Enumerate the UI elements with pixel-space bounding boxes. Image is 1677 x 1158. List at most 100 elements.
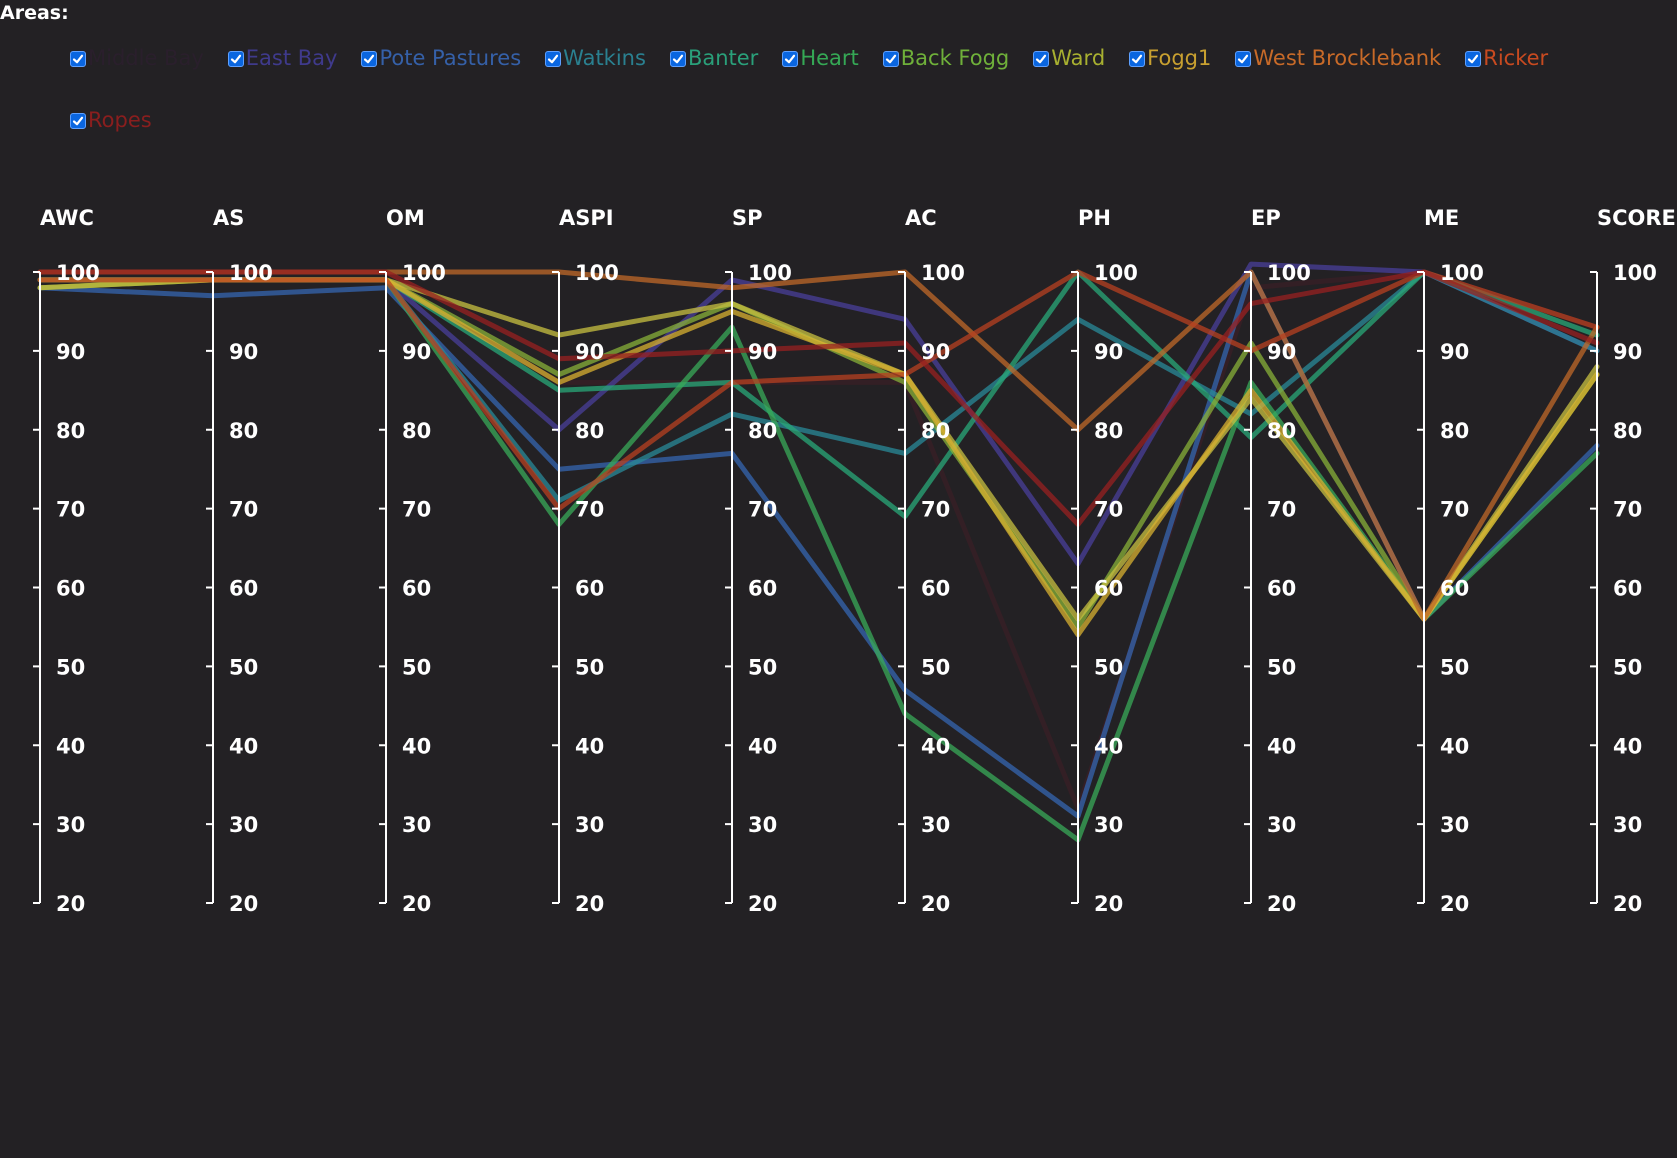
axis-title: EP [1251, 206, 1281, 230]
tick-label: 80 [1267, 419, 1296, 443]
tick-label: 90 [1094, 340, 1123, 364]
axis-title: PH [1078, 206, 1111, 230]
legend-checkbox[interactable] [70, 113, 86, 129]
legend-item-heart[interactable]: Heart [782, 42, 859, 74]
tick-label: 70 [56, 498, 85, 522]
legend-item-fogg1[interactable]: Fogg1 [1129, 42, 1211, 74]
tick-label: 70 [1440, 498, 1469, 522]
tick-label: 20 [1094, 892, 1123, 916]
tick-label: 80 [1613, 419, 1642, 443]
legend-item-middle-bay[interactable]: Middle Bay [70, 42, 204, 74]
legend-checkbox[interactable] [545, 51, 562, 67]
legend-checkbox[interactable] [782, 51, 799, 67]
axis-me: ME 100 90 80 70 60 50 40 30 20 [1417, 206, 1484, 916]
tick-label: 100 [748, 261, 792, 285]
legend-label: Back Fogg [900, 46, 1010, 70]
legend-label: Ropes [88, 108, 152, 132]
tick-label: 70 [402, 498, 431, 522]
legend-checkbox[interactable] [1235, 51, 1252, 67]
tick-label: 80 [402, 419, 431, 443]
tick-label: 60 [748, 577, 777, 601]
tick-label: 60 [1440, 577, 1469, 601]
legend-label: Heart [800, 46, 859, 70]
tick-label: 30 [1267, 813, 1296, 837]
tick-label: 50 [1440, 655, 1469, 679]
legend-label: Middle Bay [88, 46, 204, 70]
legend-checkbox[interactable] [669, 51, 686, 67]
tick-label: 50 [402, 655, 431, 679]
legend-checkbox[interactable] [1033, 51, 1050, 67]
tick-label: 70 [1267, 498, 1296, 522]
legend-label: Watkins [563, 46, 646, 70]
legend-item-watkins[interactable]: Watkins [545, 42, 646, 74]
legend-label: Fogg1 [1147, 46, 1212, 70]
legend-label: East Bay [245, 46, 338, 70]
tick-label: 80 [1440, 419, 1469, 443]
tick-label: 20 [402, 892, 431, 916]
axis-ph: PH 100 90 80 70 60 50 40 30 20 [1071, 206, 1138, 916]
tick-label: 40 [402, 734, 431, 758]
tick-label: 100 [229, 261, 273, 285]
tick-label: 90 [748, 340, 777, 364]
axis-title: AS [213, 206, 244, 230]
axis-title: OM [386, 206, 425, 230]
legend-label: Ricker [1483, 46, 1549, 70]
legend-item-ricker[interactable]: Ricker [1465, 42, 1548, 74]
tick-label: 70 [575, 498, 604, 522]
legend-checkbox[interactable] [227, 51, 244, 67]
legend-label: Ward [1051, 46, 1106, 70]
legend-label: West Brocklebank [1253, 46, 1442, 70]
axis-title: ME [1424, 206, 1459, 230]
tick-label: 30 [748, 813, 777, 837]
tick-label: 60 [921, 577, 950, 601]
tick-label: 40 [921, 734, 950, 758]
tick-label: 40 [229, 734, 258, 758]
tick-label: 80 [748, 419, 777, 443]
tick-label: 30 [56, 813, 85, 837]
tick-label: 60 [1267, 577, 1296, 601]
series-lines [37, 261, 1600, 843]
axis-title: AC [905, 206, 937, 230]
legend-item-back-fogg[interactable]: Back Fogg [882, 42, 1010, 74]
tick-label: 20 [575, 892, 604, 916]
legend-item-east-bay[interactable]: East Bay [227, 42, 338, 74]
legend-label: Banter [687, 46, 759, 70]
tick-label: 100 [575, 261, 619, 285]
tick-label: 40 [1267, 734, 1296, 758]
axis-title: ASPI [559, 206, 614, 230]
legend-checkbox[interactable] [882, 51, 899, 67]
legend-checkbox[interactable] [1465, 51, 1482, 67]
axis-awc: AWC 100 90 80 70 60 50 40 30 20 [33, 206, 100, 916]
tick-label: 100 [1267, 261, 1311, 285]
tick-label: 100 [1440, 261, 1484, 285]
legend-item-west-brocklebank[interactable]: West Brocklebank [1235, 42, 1441, 74]
tick-label: 90 [1613, 340, 1642, 364]
legend: Middle Bay East Bay Pote Pastures Watkins Ba… [70, 42, 1670, 136]
tick-label: 40 [1440, 734, 1469, 758]
tick-label: 100 [402, 261, 446, 285]
legend-item-pote-pastures[interactable]: Pote Pastures [361, 42, 521, 74]
axis-aspi: ASPI 100 90 80 70 60 50 40 30 20 [552, 206, 619, 916]
series-line-heart [37, 277, 1600, 843]
legend-item-ward[interactable]: Ward [1033, 42, 1105, 74]
legend-checkbox[interactable] [361, 51, 378, 67]
tick-label: 50 [921, 655, 950, 679]
legend-label: Pote Pastures [379, 46, 522, 70]
series-line-watkins [37, 269, 1600, 504]
tick-label: 60 [56, 577, 85, 601]
parallel-coordinates-chart: AWC 100 90 80 70 60 50 40 30 20 AS 100 90 80 70 60 50 40 3… [33, 206, 1676, 916]
tick-label: 50 [229, 655, 258, 679]
tick-label: 20 [229, 892, 258, 916]
tick-label: 50 [56, 655, 85, 679]
series-line-banter [37, 269, 1600, 519]
tick-label: 30 [1440, 813, 1469, 837]
tick-label: 100 [1613, 261, 1657, 285]
legend-checkbox[interactable] [1129, 51, 1146, 67]
axis-title: SCORE [1597, 206, 1676, 230]
axis-ac: AC 100 90 80 70 60 50 40 30 20 [898, 206, 965, 916]
legend-item-ropes[interactable]: Ropes [70, 104, 152, 136]
tick-label: 20 [1267, 892, 1296, 916]
legend-checkbox[interactable] [70, 51, 86, 67]
tick-label: 70 [1613, 498, 1642, 522]
legend-item-banter[interactable]: Banter [669, 42, 759, 74]
